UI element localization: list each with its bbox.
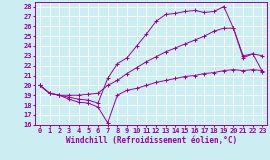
X-axis label: Windchill (Refroidissement éolien,°C): Windchill (Refroidissement éolien,°C)	[66, 136, 237, 145]
